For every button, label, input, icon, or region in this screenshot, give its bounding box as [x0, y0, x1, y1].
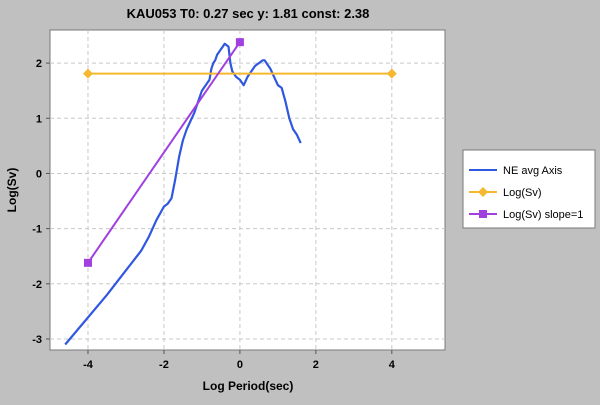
series-1 [82, 68, 397, 79]
series-point [82, 68, 93, 79]
series-point [83, 258, 92, 267]
x-tick-label: 4 [389, 359, 396, 371]
y-tick-label: 2 [36, 58, 42, 70]
plot-area [49, 29, 446, 351]
series-point [386, 68, 397, 79]
legend-item: NE avg Axis [469, 165, 563, 177]
series-layer [64, 38, 397, 346]
series-line [64, 42, 302, 346]
x-axis-label: Log Period(sec) [203, 379, 294, 393]
grid-layer [50, 30, 445, 350]
legend-swatch-marker [478, 187, 488, 197]
legend-item: Log(Sv) slope=1 [469, 209, 583, 221]
y-tick-label: 1 [36, 113, 42, 125]
legend-label: Log(Sv) slope=1 [503, 209, 583, 221]
chart-title: KAU053 T0: 0.27 sec y: 1.81 const: 2.38 [127, 6, 370, 21]
x-tick-label: 0 [237, 359, 243, 371]
x-tick-label: -4 [83, 359, 94, 371]
legend-label: NE avg Axis [503, 165, 563, 177]
series-0 [64, 42, 302, 346]
x-tick-label: 2 [313, 359, 319, 371]
y-tick-label: -2 [32, 279, 42, 291]
series-2 [83, 38, 244, 267]
axis-layer: -4 -2 0 2 4 -3 -2 -1 0 1 2 [32, 58, 396, 371]
series-point [235, 38, 244, 47]
y-axis-label: Log(Sv) [5, 168, 19, 213]
series-line [87, 41, 241, 264]
legend-item: Log(Sv) [469, 187, 542, 199]
legend: NE avg Axis Log(Sv) Log(Sv) slope=1 [462, 149, 596, 229]
legend-swatch-marker [479, 210, 487, 218]
y-tick-label: 0 [36, 168, 42, 180]
legend-label: Log(Sv) [503, 187, 542, 199]
y-tick-label: -1 [32, 224, 42, 236]
x-tick-label: -2 [159, 359, 169, 371]
y-tick-label: -3 [32, 334, 42, 346]
